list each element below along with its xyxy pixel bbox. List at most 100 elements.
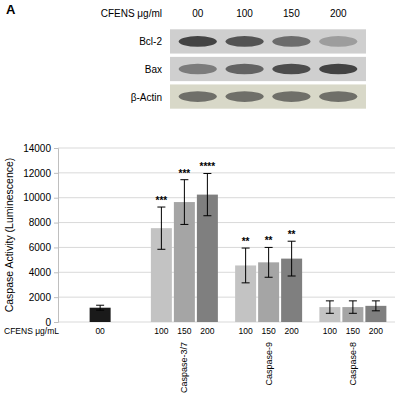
blot-band — [272, 36, 310, 47]
significance: ** — [265, 235, 273, 246]
grid-line — [58, 222, 395, 223]
blot-band — [179, 64, 217, 75]
bar-label: 100 — [239, 326, 253, 336]
y-tick-mark — [54, 173, 58, 174]
y-tick-label: 2000 — [29, 292, 52, 303]
bar — [90, 308, 111, 322]
y-tick: 8000 — [29, 217, 58, 228]
significance: **** — [200, 161, 216, 172]
error-bar-line — [268, 247, 269, 277]
y-tick-mark — [54, 297, 58, 298]
y-tick-mark — [54, 198, 58, 199]
y-tick-mark — [54, 272, 58, 273]
grid-line — [58, 148, 395, 149]
grid-line — [58, 247, 395, 248]
y-tick-label: 10000 — [23, 192, 51, 203]
row-label: Bcl-2 — [139, 36, 162, 47]
lane-label: 00 — [192, 8, 204, 19]
blot-band — [179, 36, 217, 47]
blot-strip — [170, 29, 366, 53]
error-bar — [203, 173, 211, 215]
y-tick: 10000 — [23, 192, 58, 203]
error-bar-line — [161, 207, 162, 249]
row-label: β-Actin — [131, 92, 162, 103]
error-bar-line — [184, 180, 185, 225]
error-bar-line — [100, 305, 101, 310]
grid-line — [58, 197, 395, 198]
error-bar — [242, 248, 250, 283]
bar-label: 200 — [369, 326, 383, 336]
x-axis-title: CFENS μg/mL — [4, 326, 59, 336]
y-axis-title: Caspase Activity (Luminescence) — [3, 158, 15, 313]
error-bar-line — [265, 277, 273, 278]
error-bar-line — [372, 300, 380, 301]
plot-marks — [90, 173, 387, 322]
error-bar-line — [207, 173, 208, 215]
blot-band — [319, 91, 357, 102]
error-bar-line — [352, 301, 353, 313]
blot-band — [226, 36, 264, 47]
error-bar-line — [329, 301, 330, 313]
error-bar — [372, 301, 380, 311]
category-label: Caspase-8 — [348, 342, 358, 386]
plot-texts: 00***100***150****200Caspase-3/7**100**1… — [95, 161, 383, 393]
error-bar-line — [157, 207, 165, 208]
error-bar-line — [157, 249, 165, 250]
bar-label: 100 — [154, 326, 168, 336]
error-bar-line — [265, 247, 273, 248]
grid-line — [58, 272, 395, 273]
blot-strip — [170, 57, 366, 81]
y-tick-mark — [54, 148, 58, 149]
error-bar-line — [326, 313, 334, 314]
y-tick: 4000 — [29, 267, 58, 278]
y-tick-label: 14000 — [23, 143, 51, 154]
blot-band — [272, 91, 310, 102]
panel-label: A — [6, 2, 16, 17]
y-tick: 12000 — [23, 168, 58, 179]
grid-line — [58, 297, 395, 298]
error-bar-line — [288, 276, 296, 277]
lane-label: 100 — [236, 8, 253, 19]
significance: ** — [288, 229, 296, 240]
y-tick: 6000 — [29, 242, 58, 253]
bar-label: 150 — [262, 326, 276, 336]
y-tick-mark — [54, 322, 58, 323]
error-bar-line — [180, 224, 188, 225]
blot-band — [226, 91, 264, 102]
y-tick-label: 12000 — [23, 168, 51, 179]
error-bar-line — [349, 313, 357, 314]
error-bar-line — [242, 248, 250, 249]
error-bar — [288, 241, 296, 276]
error-bar-line — [349, 300, 357, 301]
error-bar-line — [245, 248, 246, 283]
error-bar-line — [203, 215, 211, 216]
category-label: Caspase-9 — [264, 342, 274, 386]
grid — [58, 148, 395, 322]
y-tick: 2000 — [29, 292, 58, 303]
error-bar-line — [288, 241, 296, 242]
error-bar — [180, 180, 188, 225]
y-tick-label: 4000 — [29, 267, 52, 278]
bar-label: 200 — [200, 326, 214, 336]
significance: *** — [156, 195, 168, 206]
error-bar-line — [242, 282, 250, 283]
error-bar — [157, 207, 165, 249]
y-tick-label: 6000 — [29, 242, 52, 253]
grid-line — [58, 172, 395, 173]
y-axis: 02000400060008000100001200014000 — [23, 143, 58, 328]
error-bar-line — [203, 173, 211, 174]
figure: ACFENS μg/ml00100150200Bcl-2Baxβ-Actin02… — [0, 0, 400, 399]
y-tick: 14000 — [23, 143, 58, 154]
error-bar — [96, 305, 104, 310]
lane-title: CFENS μg/ml — [101, 8, 162, 19]
error-bar-line — [372, 310, 380, 311]
bar-label: 150 — [177, 326, 191, 336]
bar-label: 100 — [323, 326, 337, 336]
error-bar-line — [375, 301, 376, 311]
significance: *** — [179, 168, 191, 179]
significance: ** — [242, 236, 250, 247]
row-label: Bax — [145, 64, 162, 75]
y-tick-mark — [54, 223, 58, 224]
blot-strip — [170, 84, 366, 108]
category-label: Caspase-3/7 — [179, 342, 189, 393]
